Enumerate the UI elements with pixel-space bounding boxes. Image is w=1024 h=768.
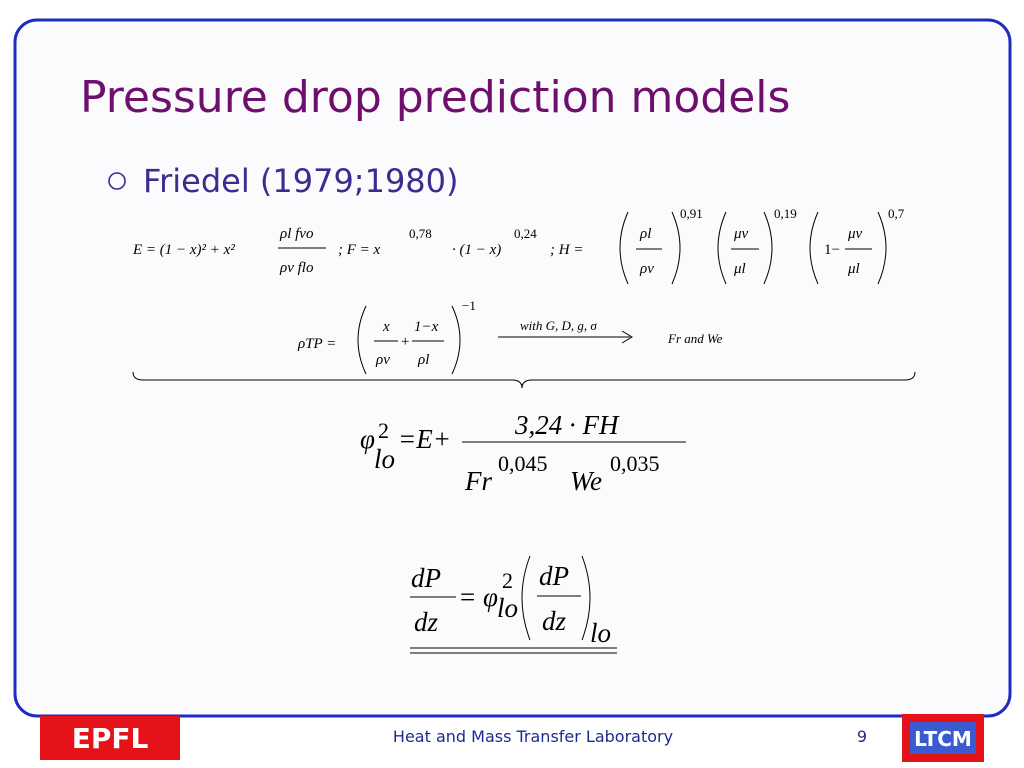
eq-text: dP: [411, 563, 441, 593]
slide-title: Pressure drop prediction models: [80, 72, 790, 123]
underbrace: [132, 371, 916, 389]
footer-lab: Heat and Mass Transfer Laboratory: [393, 727, 673, 746]
ltcm-logo-text: LTCM: [914, 727, 972, 751]
eq-text: 0,035: [610, 451, 660, 476]
eq-text: lo: [497, 593, 518, 623]
eq-text: dz: [414, 607, 439, 637]
equation-3: φ 2 lo =E+ 3,24 · FH Fr 0,045 We 0,035: [360, 410, 686, 496]
eq-text: =E+: [398, 424, 451, 454]
eq-text: 0,045: [498, 451, 548, 476]
eq-text: =: [460, 582, 475, 612]
eq-text: ρl: [417, 352, 429, 368]
eq-text: ρTP =: [297, 336, 336, 352]
eq-text: · (1 − x): [452, 242, 501, 258]
bullet-marker: [108, 172, 126, 190]
eq-text: x: [382, 319, 390, 335]
equation-1: E = (1 − x)² + x² ρl fvo ρv flo ; F = x …: [132, 206, 905, 285]
eq-text: ρl: [639, 226, 651, 242]
eq-text: lo: [374, 444, 395, 474]
parenthesis: [619, 211, 681, 285]
eq-text: 3,24 · FH: [514, 410, 620, 440]
page-number: 9: [857, 727, 867, 746]
eq-text: 0,78: [409, 226, 432, 241]
eq-text: 0,7: [888, 206, 905, 221]
eq-text: ρv: [375, 352, 390, 368]
epfl-logo: [40, 716, 180, 760]
parenthesis: [357, 305, 461, 375]
eq-text: ρv: [639, 261, 654, 277]
eq-text: μv: [847, 226, 863, 242]
eq-text: φ: [360, 424, 375, 454]
eq-text: with G, D, g, σ: [520, 318, 597, 333]
parenthesis: [809, 211, 887, 285]
eq-text: Fr: [464, 466, 492, 496]
eq-text: E = (1 − x)² + x²: [132, 242, 235, 258]
eq-text: μl: [733, 261, 746, 277]
eq-text: 2: [502, 568, 513, 593]
epfl-logo-text: EPFL: [72, 722, 149, 755]
eq-text: 2: [378, 418, 389, 443]
eq-text: 1−: [824, 242, 840, 258]
eq-text: φ: [483, 582, 498, 612]
eq-text: 0,19: [774, 206, 797, 221]
eq-text: μv: [733, 226, 749, 242]
eq-text: We: [570, 466, 602, 496]
eq-text: 0,24: [514, 226, 537, 241]
bullet-text: Friedel (1979;1980): [143, 162, 459, 200]
equation-4: dP dz = φ 2 lo dP dz lo: [410, 555, 617, 654]
parenthesis: [521, 555, 591, 641]
eq-text: ; H =: [550, 242, 583, 258]
eq-text: ρl fvo: [279, 226, 314, 242]
arrowhead: [621, 330, 633, 344]
eq-text: dz: [542, 606, 567, 636]
eq-text: ; F = x: [338, 242, 381, 258]
eq-text: 0,91: [680, 206, 703, 221]
slide-frame: [13, 18, 1012, 718]
ltcm-logo-inner: [910, 722, 976, 754]
eq-text: dP: [539, 561, 569, 591]
eq-text: μl: [847, 261, 860, 277]
eq-text: Fr and We: [667, 331, 723, 346]
eq-text: lo: [590, 618, 611, 648]
eq-text: +: [401, 334, 409, 350]
eq-text: −1: [462, 298, 476, 313]
parenthesis: [717, 211, 773, 285]
equation-2: ρTP = x ρv + 1−x ρl −1 with G, D, g, σ F…: [297, 298, 723, 375]
eq-text: 1−x: [414, 319, 439, 335]
eq-text: ρv flo: [279, 260, 314, 276]
